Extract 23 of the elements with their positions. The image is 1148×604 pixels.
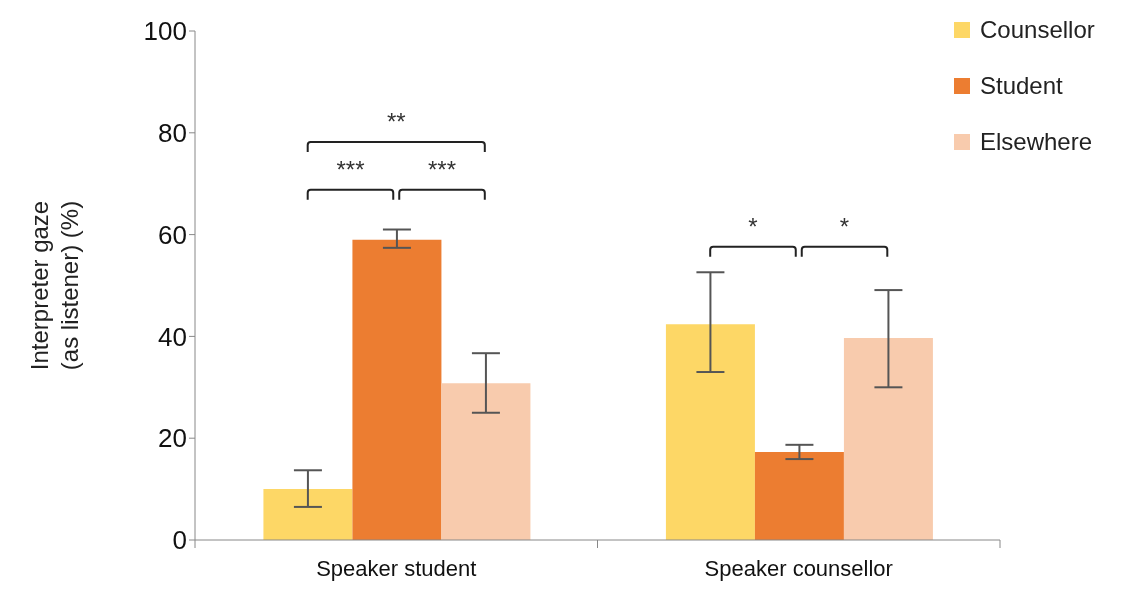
annotation: ** <box>386 107 406 135</box>
bar <box>352 239 442 540</box>
y-tick-label: 60 <box>158 219 187 250</box>
x-tick-label: Speaker counsellor <box>704 555 893 581</box>
legend-label: Student <box>980 72 1063 100</box>
legend-label: Elsewhere <box>980 128 1093 156</box>
y-tick-label: 40 <box>158 321 187 352</box>
annotation: * <box>839 212 850 240</box>
x-tick-label: Speaker student <box>316 555 477 581</box>
bar <box>843 337 933 540</box>
annotation: *** <box>428 155 457 183</box>
legend-label: Counsellor <box>980 16 1095 44</box>
y-tick-label: 80 <box>158 118 187 149</box>
y-axis-title: Interpreter gaze (as listener) (%) <box>26 200 83 371</box>
annotation: * <box>748 212 758 240</box>
y-tick-label: 100 <box>143 16 187 47</box>
bar <box>665 324 755 540</box>
annotation: *** <box>336 155 365 183</box>
bar <box>263 489 353 540</box>
y-tick-label: 20 <box>158 423 187 454</box>
y-tick-label: 0 <box>172 525 187 556</box>
bar <box>754 451 844 540</box>
bar <box>441 383 531 540</box>
